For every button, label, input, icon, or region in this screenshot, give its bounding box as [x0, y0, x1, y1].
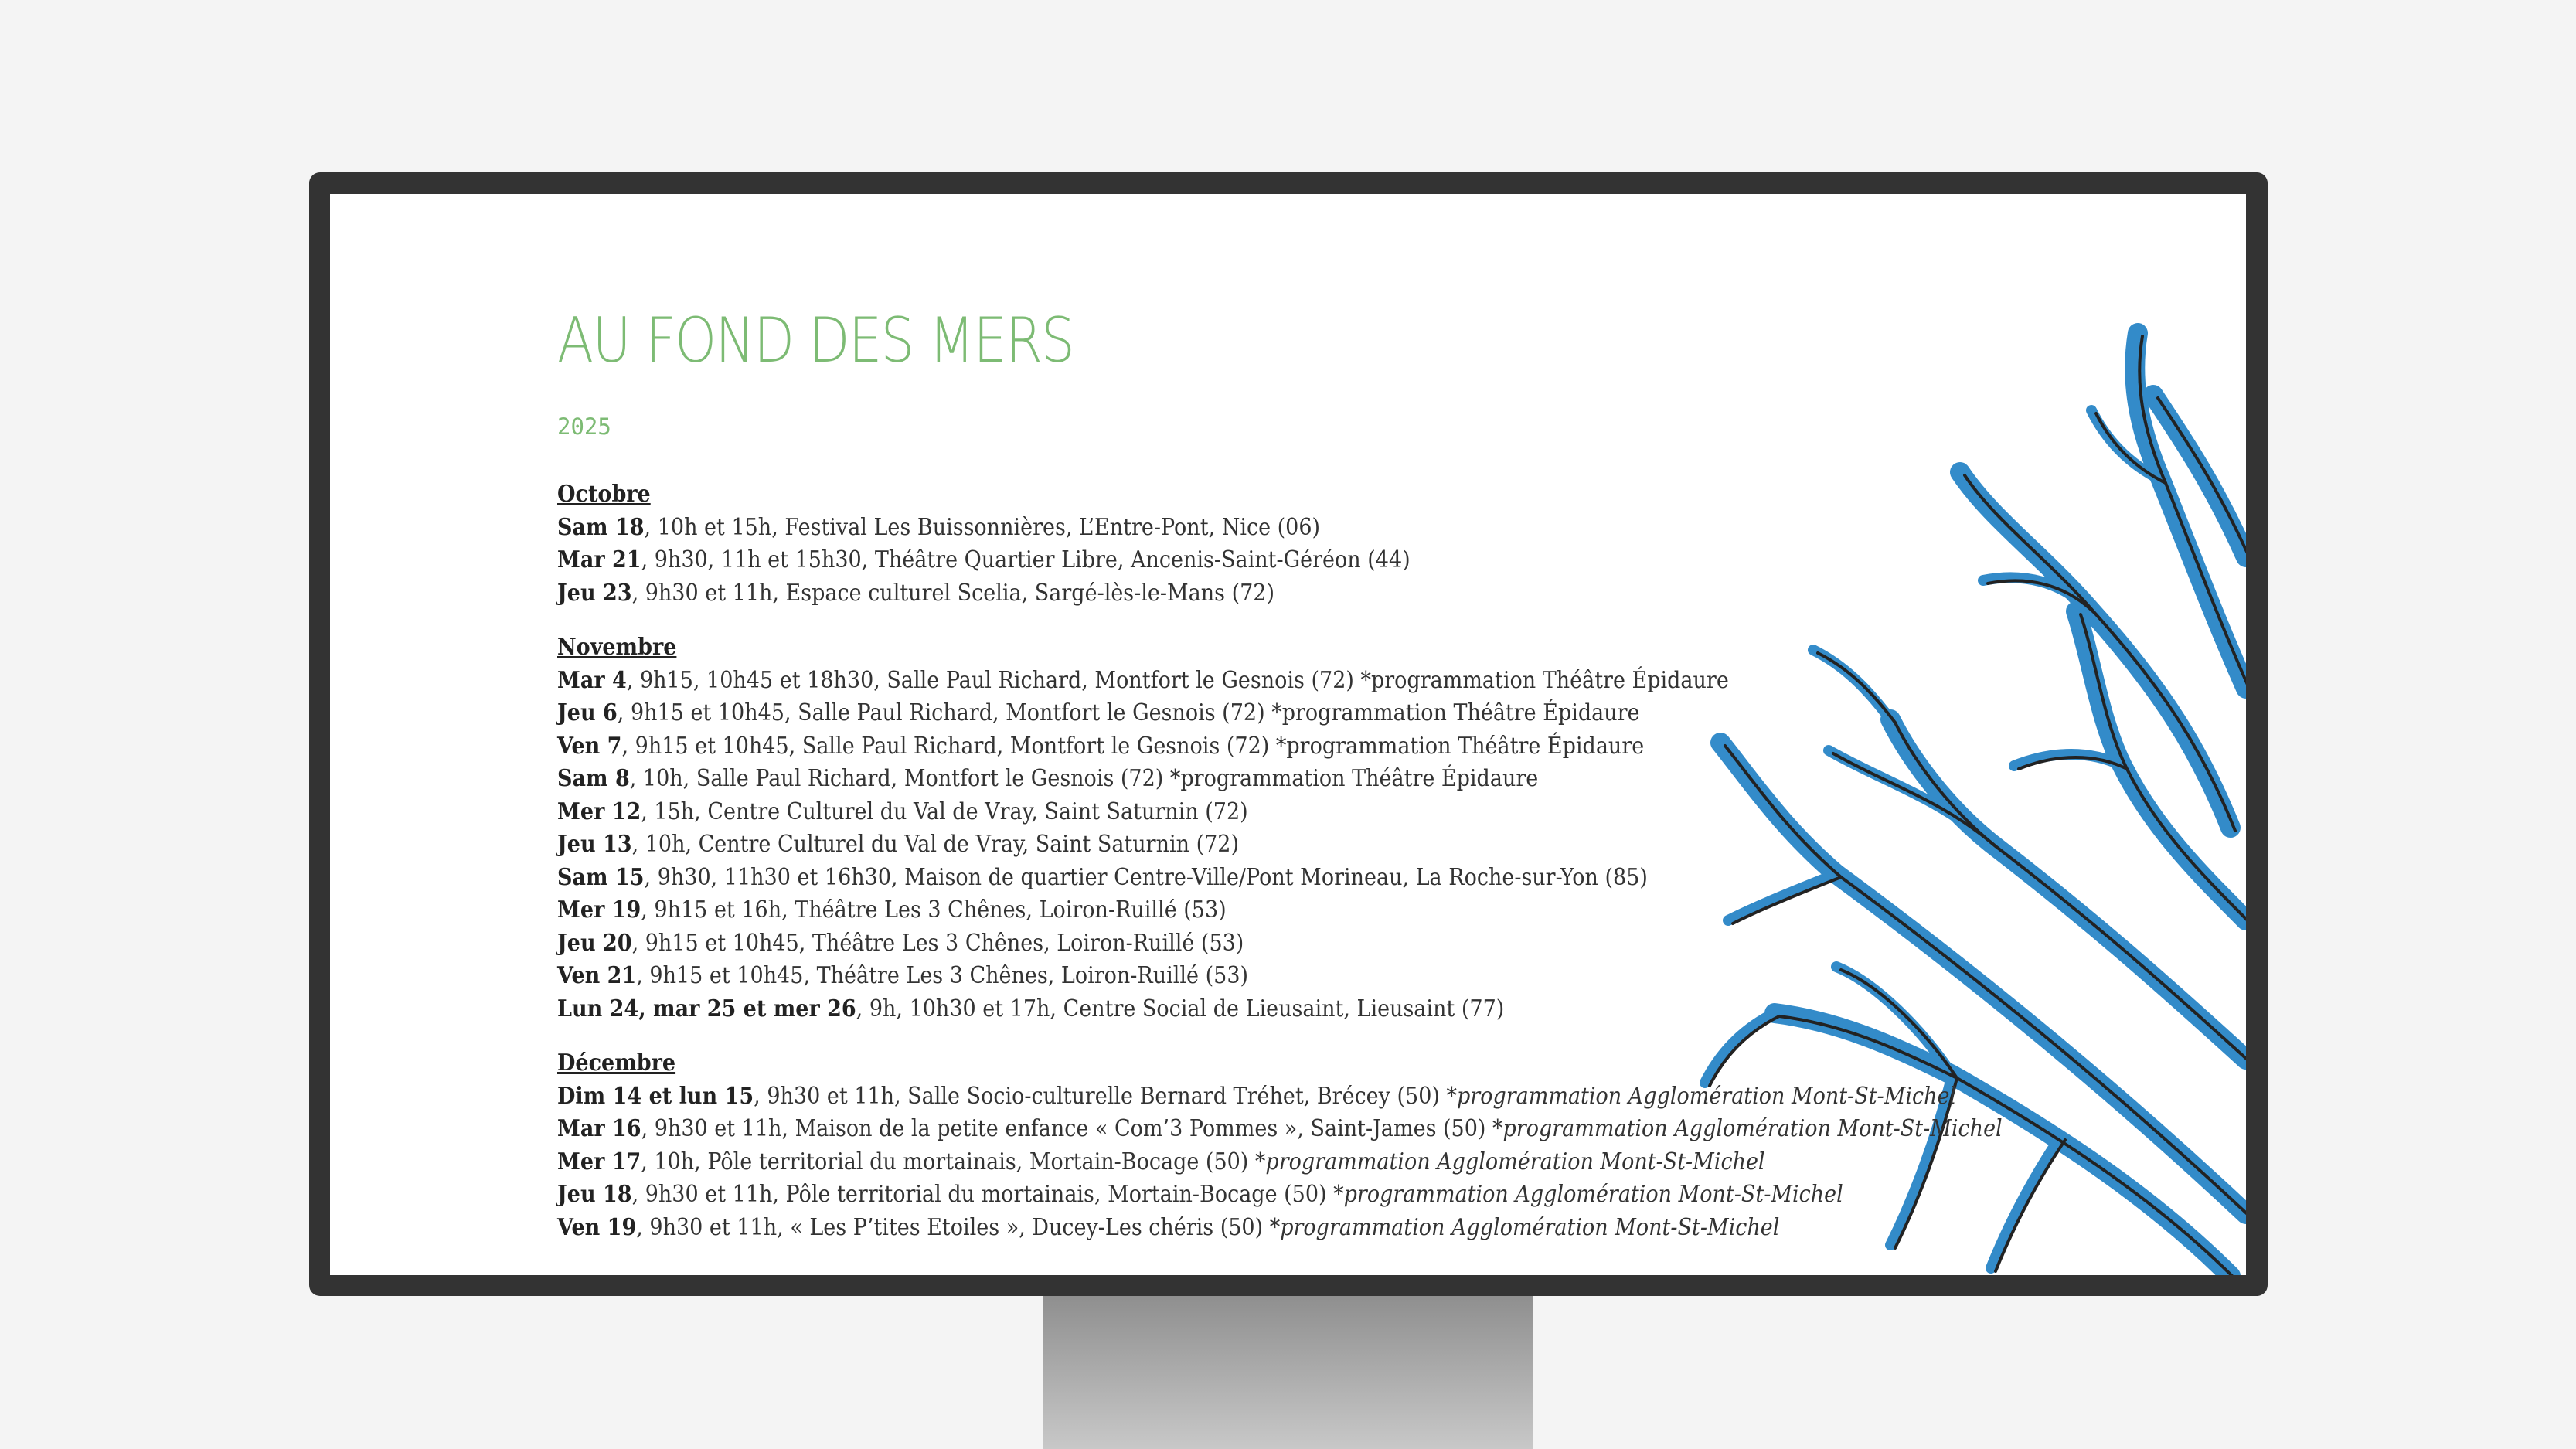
- event-details: , 10h, Centre Culturel du Val de Vray, S…: [631, 831, 1239, 858]
- month-heading: Décembre: [557, 1049, 676, 1077]
- event-details: , 9h30, 11h30 et 16h30, Maison de quarti…: [644, 863, 1648, 891]
- event-line: Lun 24, mar 25 et mer 26, 9h, 10h30 et 1…: [557, 993, 2018, 1026]
- event-note: *programmation Agglomération Mont-St-Mic…: [1269, 1213, 1780, 1241]
- event-line: Mer 19, 9h15 et 16h, Théâtre Les 3 Chêne…: [557, 894, 2018, 927]
- month-heading: Octobre: [557, 481, 651, 508]
- event-day: Sam 8: [557, 765, 630, 792]
- event-line: Jeu 20, 9h15 et 10h45, Théâtre Les 3 Chê…: [557, 927, 2018, 961]
- year-label: 2025: [557, 413, 611, 440]
- event-day: Sam 15: [557, 863, 645, 891]
- event-details: , 10h et 15h, Festival Les Buissonnières…: [644, 513, 1321, 541]
- event-line: Mer 12, 15h, Centre Culturel du Val de V…: [557, 796, 2018, 829]
- event-line: Ven 7, 9h15 et 10h45, Salle Paul Richard…: [557, 730, 2018, 764]
- event-day: Mar 21: [557, 546, 641, 573]
- event-details: , 9h30 et 11h, Salle Socio-culturelle Be…: [754, 1082, 1447, 1110]
- event-day: Ven 19: [557, 1213, 637, 1241]
- month-heading: Novembre: [557, 634, 677, 661]
- event-details: , 9h, 10h30 et 17h, Centre Social de Lie…: [856, 995, 1505, 1022]
- event-note: *programmation Agglomération Mont-St-Mic…: [1254, 1148, 1765, 1175]
- event-line: Jeu 13, 10h, Centre Culturel du Val de V…: [557, 828, 2018, 862]
- event-details: , 10h, Pôle territorial du mortainais, M…: [641, 1148, 1255, 1175]
- event-details: , 9h15 et 10h45, Salle Paul Richard, Mon…: [621, 732, 1645, 760]
- event-day: Sam 18: [557, 513, 645, 541]
- event-day: Mer 17: [557, 1148, 641, 1175]
- event-day: Jeu 13: [557, 831, 632, 858]
- event-day: Ven 21: [557, 962, 637, 989]
- month-section: Décembre Dim 14 et lun 15, 9h30 et 11h, S…: [557, 1047, 2180, 1244]
- event-details: , 9h15 et 10h45, Théâtre Les 3 Chênes, L…: [631, 929, 1244, 957]
- event-details: , 10h, Salle Paul Richard, Montfort le G…: [629, 765, 1539, 792]
- event-day: Jeu 23: [557, 579, 632, 607]
- event-line: Mer 17, 10h, Pôle territorial du mortain…: [557, 1146, 2018, 1179]
- event-line: Jeu 6, 9h15 et 10h45, Salle Paul Richard…: [557, 697, 2018, 730]
- event-note: *programmation Agglomération Mont-St-Mic…: [1446, 1082, 1957, 1110]
- event-day: Jeu 6: [557, 699, 618, 726]
- monitor-stand: [1043, 1296, 1533, 1449]
- event-day: Ven 7: [557, 732, 622, 760]
- event-day: Mar 16: [557, 1115, 641, 1142]
- event-details: , 9h30, 11h et 15h30, Théâtre Quartier L…: [641, 546, 1411, 573]
- event-line: Sam 15, 9h30, 11h30 et 16h30, Maison de …: [557, 862, 2018, 895]
- event-details: , 9h15 et 10h45, Théâtre Les 3 Chênes, L…: [636, 962, 1249, 989]
- event-note: *programmation Agglomération Mont-St-Mic…: [1333, 1181, 1843, 1208]
- event-line: Jeu 18, 9h30 et 11h, Pôle territorial du…: [557, 1179, 2018, 1212]
- event-details: , 9h30 et 11h, Pôle territorial du morta…: [631, 1181, 1334, 1208]
- month-section: Octobre Sam 18, 10h et 15h, Festival Les …: [557, 478, 2180, 610]
- page-title: AU FOND DES MERS: [557, 304, 1075, 376]
- event-details: , 9h30 et 11h, Maison de la petite enfan…: [641, 1115, 1493, 1142]
- event-details: , 9h15 et 10h45, Salle Paul Richard, Mon…: [617, 699, 1640, 726]
- event-line: Mar 21, 9h30, 11h et 15h30, Théâtre Quar…: [557, 544, 2018, 577]
- monitor-screen: AU FOND DES MERS 2025 Octobre Sam 18, 10h…: [330, 194, 2246, 1275]
- event-line: Sam 18, 10h et 15h, Festival Les Buisson…: [557, 512, 2018, 545]
- event-line: Ven 19, 9h30 et 11h, « Les P’tites Etoil…: [557, 1212, 2018, 1245]
- month-section: Novembre Mar 4, 9h15, 10h45 et 18h30, Sal…: [557, 631, 2180, 1026]
- event-details: , 9h15, 10h45 et 18h30, Salle Paul Richa…: [626, 666, 1729, 694]
- event-note: *programmation Agglomération Mont-St-Mic…: [1492, 1115, 2003, 1142]
- event-day: Jeu 20: [557, 929, 632, 957]
- event-day: Mar 4: [557, 666, 627, 694]
- event-line: Jeu 23, 9h30 et 11h, Espace culturel Sce…: [557, 577, 2018, 611]
- event-line: Mar 4, 9h15, 10h45 et 18h30, Salle Paul …: [557, 665, 2018, 698]
- event-day: Mer 12: [557, 798, 641, 825]
- event-day: Mer 19: [557, 896, 641, 923]
- event-details: , 9h30 et 11h, Espace culturel Scelia, S…: [631, 579, 1275, 607]
- event-details: , 15h, Centre Culturel du Val de Vray, S…: [641, 798, 1248, 825]
- event-line: Dim 14 et lun 15, 9h30 et 11h, Salle Soc…: [557, 1080, 2018, 1114]
- event-day: Lun 24, mar 25 et mer 26: [557, 995, 856, 1022]
- event-day: Jeu 18: [557, 1181, 632, 1208]
- event-details: , 9h15 et 16h, Théâtre Les 3 Chênes, Loi…: [641, 896, 1227, 923]
- event-line: Sam 8, 10h, Salle Paul Richard, Montfort…: [557, 763, 2018, 796]
- event-line: Mar 16, 9h30 et 11h, Maison de la petite…: [557, 1113, 2018, 1146]
- event-day: Dim 14 et lun 15: [557, 1082, 754, 1110]
- event-line: Ven 21, 9h15 et 10h45, Théâtre Les 3 Chê…: [557, 960, 2018, 993]
- event-details: , 9h30 et 11h, « Les P’tites Etoiles », …: [636, 1213, 1270, 1241]
